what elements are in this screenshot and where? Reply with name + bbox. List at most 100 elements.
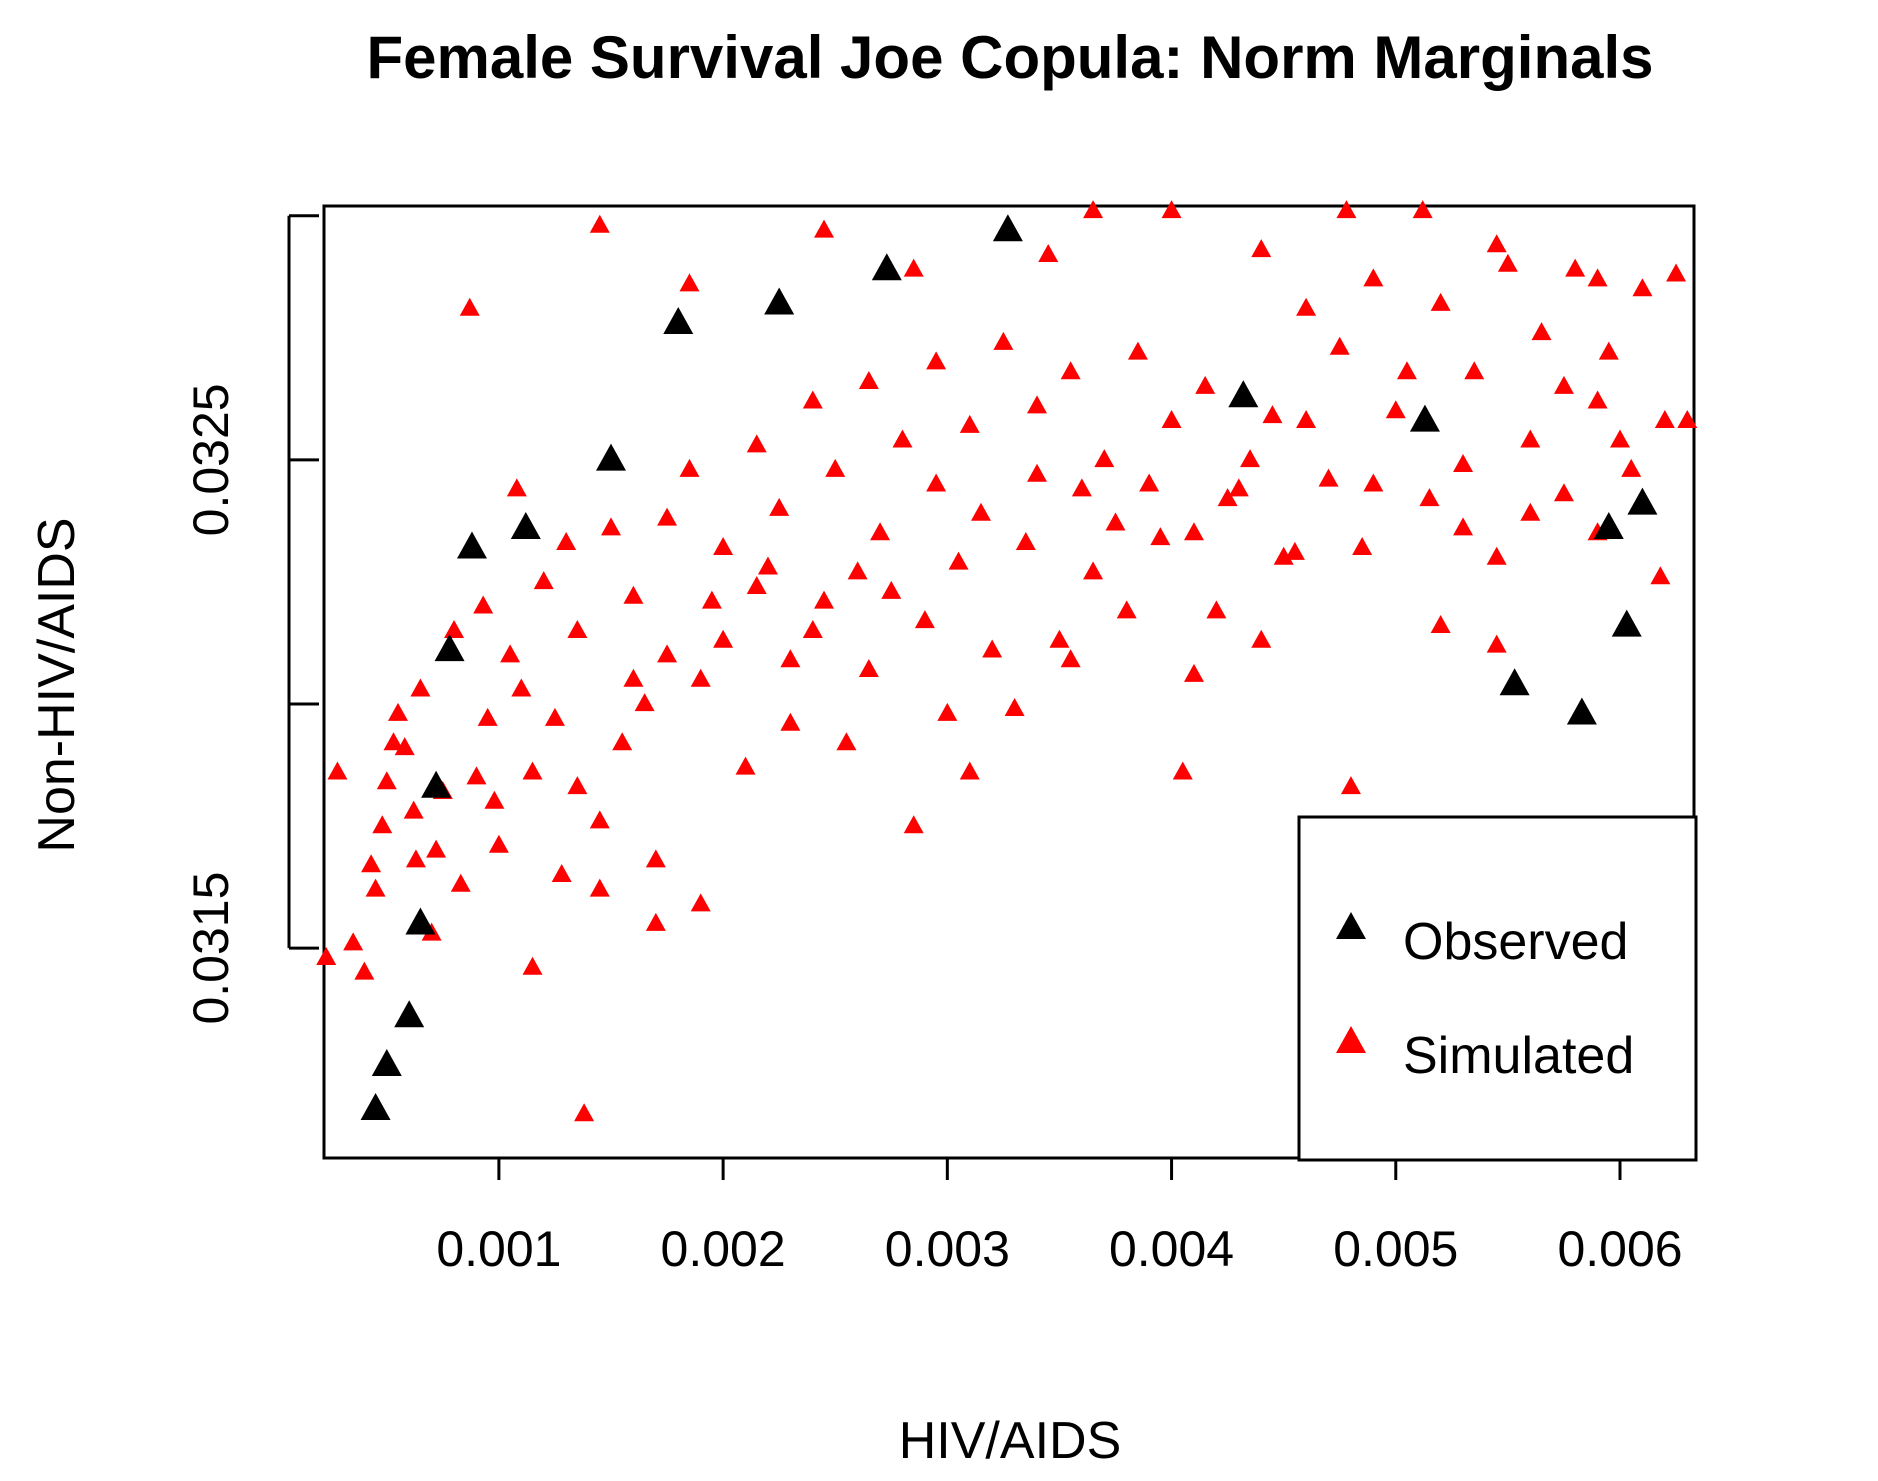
simulated-point (459, 297, 480, 316)
x-tick-label: 0.003 (885, 1221, 1010, 1277)
x-tick-label: 0.004 (1109, 1221, 1234, 1277)
simulated-point (701, 590, 722, 609)
simulated-point (959, 761, 980, 780)
simulated-point (1027, 395, 1048, 414)
simulated-point (814, 590, 835, 609)
simulated-point (746, 576, 767, 594)
x-tick-label: 0.005 (1333, 1221, 1458, 1277)
simulated-point (926, 351, 947, 370)
observed-point (456, 531, 487, 559)
simulated-point (679, 458, 700, 477)
simulated-point (403, 800, 424, 819)
simulated-point (1094, 449, 1115, 468)
simulated-point (937, 702, 958, 721)
simulated-point (1150, 527, 1171, 546)
simulated-point (1183, 663, 1204, 682)
series-simulated (316, 200, 1698, 1122)
simulated-point (679, 273, 700, 292)
simulated-point (690, 668, 711, 687)
simulated-point (488, 834, 509, 853)
simulated-point (634, 693, 655, 712)
simulated-point (522, 956, 543, 975)
observed-point (371, 1049, 402, 1077)
simulated-point (1598, 341, 1619, 360)
simulated-point (1486, 546, 1507, 565)
simulated-point (405, 849, 426, 868)
chart-title: Female Survival Joe Copula: Norm Margina… (366, 24, 1653, 91)
simulated-point (1228, 478, 1249, 497)
simulated-point (757, 556, 778, 575)
observed-point (992, 214, 1023, 242)
simulated-point (1621, 458, 1642, 477)
simulated-point (1015, 532, 1036, 551)
simulated-point (993, 331, 1014, 350)
simulated-point (1161, 200, 1182, 219)
y-tick-label: 0.0315 (183, 872, 239, 1025)
simulated-point (327, 761, 348, 780)
simulated-point (1296, 297, 1317, 316)
simulated-point (982, 639, 1003, 658)
simulated-point (1363, 473, 1384, 492)
simulated-point (1385, 400, 1406, 419)
observed-point (421, 770, 452, 798)
simulated-point (1318, 468, 1339, 487)
simulated-point (500, 644, 521, 663)
simulated-point (361, 854, 382, 873)
simulated-point (1329, 336, 1350, 355)
simulated-point (1654, 410, 1675, 429)
simulated-point (473, 595, 494, 614)
simulated-point (551, 864, 572, 883)
simulated-point (1195, 375, 1216, 394)
simulated-point (477, 707, 498, 726)
simulated-point (825, 458, 846, 477)
simulated-point (657, 507, 678, 526)
simulated-point (1060, 361, 1081, 380)
simulated-point (354, 961, 375, 980)
simulated-point (1453, 517, 1474, 536)
x-axis: 0.001 0.002 0.003 0.004 0.005 0.006 (436, 1156, 1683, 1277)
simulated-point (623, 585, 644, 604)
simulated-point (444, 619, 465, 638)
simulated-point (1340, 776, 1361, 795)
y-tick-label: 0.0325 (183, 383, 239, 536)
simulated-point (1632, 278, 1653, 297)
simulated-point (690, 893, 711, 912)
simulated-point (1027, 463, 1048, 482)
simulated-point (426, 839, 447, 858)
simulated-point (769, 497, 790, 516)
simulated-point (870, 522, 891, 541)
simulated-point (892, 429, 913, 448)
simulated-point (1262, 405, 1283, 424)
simulated-point (814, 219, 835, 238)
simulated-point (1116, 600, 1137, 619)
observed-point (871, 253, 902, 281)
plot-frame (322, 204, 1696, 1160)
simulated-point (1217, 488, 1238, 507)
simulated-point (1363, 268, 1384, 287)
simulated-point (1336, 200, 1357, 219)
simulated-point (1071, 478, 1092, 497)
simulated-point (948, 551, 969, 570)
simulated-point (387, 702, 408, 721)
observed-point (663, 306, 694, 334)
simulated-point (1486, 234, 1507, 253)
simulated-point (1677, 410, 1698, 429)
simulated-point (567, 776, 588, 795)
simulated-point (1553, 483, 1574, 502)
simulated-point (735, 756, 756, 775)
simulated-point (780, 712, 801, 731)
simulated-point (903, 815, 924, 834)
simulated-point (1273, 546, 1294, 565)
simulated-point (1486, 634, 1507, 653)
simulated-point (881, 580, 902, 599)
simulated-point (903, 258, 924, 277)
observed-point (1409, 404, 1440, 432)
observed-point (596, 443, 627, 471)
simulated-point (645, 912, 666, 931)
simulated-point (484, 790, 505, 809)
simulated-point (376, 771, 397, 790)
simulated-point (1464, 361, 1485, 380)
x-tick-label: 0.002 (661, 1221, 786, 1277)
simulated-point (1587, 390, 1608, 409)
